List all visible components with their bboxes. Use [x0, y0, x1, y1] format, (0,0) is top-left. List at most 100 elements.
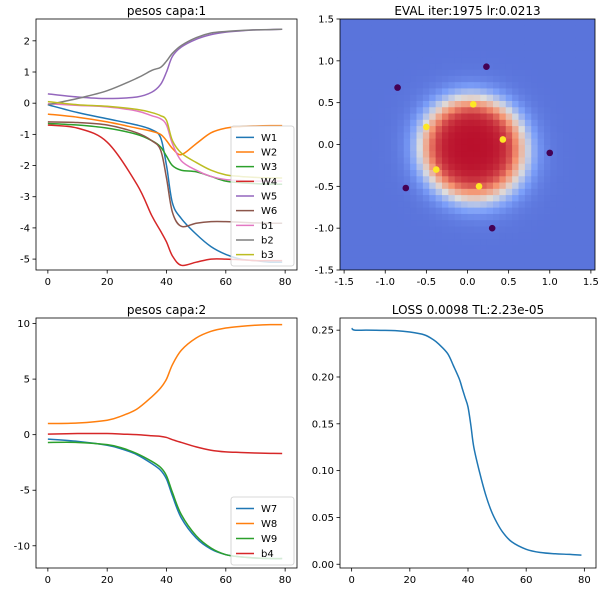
x-tick-label: 0 [45, 575, 51, 586]
heatmap-cell [365, 50, 373, 58]
heatmap-cell [429, 188, 437, 196]
heatmap-cell [588, 113, 595, 120]
heatmap-cell [575, 219, 583, 227]
heatmap-cell [454, 138, 462, 145]
heatmap-cell [544, 31, 551, 39]
heatmap-cell [461, 163, 468, 170]
heatmap-cell [524, 19, 532, 26]
heatmap-cell [524, 175, 532, 183]
heatmap-cell [371, 257, 379, 265]
heatmap-cell [480, 94, 488, 101]
heatmap-cell [575, 232, 583, 240]
heatmap-cell [378, 131, 386, 139]
heatmap-cell [410, 119, 417, 127]
heatmap-cell [512, 226, 519, 233]
heatmap-cell [569, 113, 577, 120]
heatmap-cell [493, 44, 500, 51]
heatmap-cell [473, 157, 481, 164]
heatmap-cell [359, 56, 366, 64]
heatmap-cell [588, 207, 595, 214]
heatmap-cell [422, 69, 430, 76]
heatmap-cell [486, 163, 494, 170]
heatmap-cell [435, 251, 443, 258]
heatmap-cell [518, 62, 526, 70]
heatmap-cell [448, 244, 456, 252]
heatmap-cell [486, 251, 494, 258]
heatmap-cell [467, 138, 475, 145]
heatmap-cell [524, 169, 532, 177]
heatmap-cell [512, 257, 519, 265]
heatmap-cell [429, 263, 437, 270]
heatmap-cell [352, 188, 360, 196]
heatmap-cell [429, 194, 437, 202]
heatmap-cell [429, 113, 437, 120]
heatmap-cell [410, 251, 417, 258]
heatmap-cell [422, 62, 430, 70]
heatmap-cell [512, 175, 519, 183]
heatmap-cell [556, 119, 564, 127]
heatmap-cell [340, 75, 347, 83]
heatmap-cell [391, 244, 398, 252]
heatmap-cell [448, 207, 456, 214]
heatmap-cell [499, 232, 507, 240]
heatmap-cell [493, 106, 500, 114]
heatmap-cell [365, 188, 373, 196]
heatmap-cell [359, 200, 366, 208]
heatmap-cell [422, 226, 430, 233]
heatmap-cell [473, 25, 481, 32]
heatmap-cell [384, 56, 392, 64]
heatmap-cell [454, 175, 462, 183]
heatmap-cell [391, 131, 398, 139]
heatmap-cell [569, 163, 577, 170]
heatmap-cell [588, 81, 595, 89]
heatmap-cell [378, 251, 386, 258]
heatmap-cell [435, 94, 443, 101]
heatmap-cell [391, 69, 398, 76]
heatmap-cell [454, 81, 462, 89]
heatmap-cell [352, 50, 360, 58]
heatmap-cell [461, 81, 468, 89]
heatmap-cell [531, 88, 539, 95]
heatmap-cell [480, 232, 488, 240]
heatmap-cell [544, 163, 551, 170]
heatmap-cell [346, 213, 354, 221]
heatmap-cell [448, 31, 456, 39]
heatmap-cell [410, 138, 417, 145]
heatmap-cell [416, 163, 424, 170]
heatmap-cell [563, 88, 570, 95]
heatmap-cell [378, 25, 386, 32]
heatmap-cell [461, 175, 468, 183]
heatmap-cell [371, 81, 379, 89]
heatmap-cell [518, 138, 526, 145]
heatmap-cell [518, 106, 526, 114]
heatmap-cell [454, 100, 462, 108]
heatmap-cell [359, 131, 366, 139]
heatmap-cell [493, 263, 500, 270]
heatmap-cell [352, 163, 360, 170]
heatmap-cell [371, 175, 379, 183]
heatmap-cell [582, 169, 590, 177]
heatmap-cell [544, 75, 551, 83]
heatmap-cell [550, 19, 558, 26]
heatmap-cell [582, 31, 590, 39]
heatmap-cell [416, 213, 424, 221]
heatmap-cell [371, 188, 379, 196]
heatmap-cell [429, 62, 437, 70]
heatmap-cell [493, 37, 500, 45]
heatmap-cell [429, 31, 437, 39]
heatmap-cell [486, 169, 494, 177]
series-line-b4 [47, 432, 283, 455]
heatmap-cell [416, 244, 424, 252]
heatmap-cell [512, 56, 519, 64]
legend-label-w9: W9 [261, 534, 277, 545]
heatmap-cell [448, 232, 456, 240]
heatmap-cell [371, 44, 379, 51]
heatmap-cell [556, 50, 564, 58]
heatmap-cell [429, 226, 437, 233]
heatmap-cell [397, 175, 405, 183]
heatmap-cell [435, 232, 443, 240]
heatmap-cell [346, 56, 354, 64]
heatmap-cell [575, 163, 583, 170]
heatmap-cell [403, 226, 411, 233]
heatmap-cell [569, 75, 577, 83]
